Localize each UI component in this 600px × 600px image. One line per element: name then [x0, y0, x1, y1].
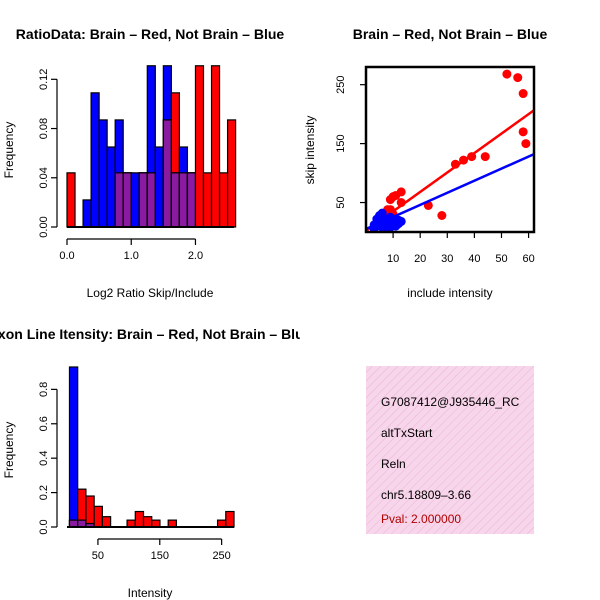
- scatter-point-brain: [513, 73, 523, 83]
- ratio-bar-not-brain: [82, 199, 92, 228]
- scatter-point-brain: [502, 69, 512, 79]
- scatter-y-tick-label: 150: [335, 134, 347, 152]
- intensity-histogram-bars: [68, 366, 235, 528]
- event-type: altTxStart: [381, 426, 433, 440]
- intensity-bar-brain: [134, 510, 145, 528]
- intensity-y-tick-label: 0.6: [38, 416, 50, 431]
- ratio-histogram-panel: RatioData: Brain – Red, Not Brain – Blue…: [2, 26, 284, 300]
- ratio-bar-overlap: [186, 172, 197, 228]
- scatter-x-tick-label: 50: [495, 253, 507, 265]
- intensity-x-tick-label: 50: [92, 550, 104, 562]
- intensity-x-tick-label: 150: [151, 550, 169, 562]
- scatter-point-not-brain: [377, 208, 387, 218]
- intensity-histogram-axes: 0.0 0.2 0.4 0.6 0.8 50 150 250: [38, 382, 234, 562]
- ratio-bar-overlap: [114, 172, 124, 228]
- ratio-x-tick-label: 1.0: [124, 250, 139, 262]
- ratio-bar-overlap: [122, 172, 132, 228]
- gene-name: Reln: [381, 457, 406, 471]
- scatter-point-brain: [518, 89, 528, 99]
- scatter-point-brain: [480, 152, 490, 162]
- ratio-histogram-ylabel: Frequency: [2, 122, 16, 179]
- ratio-bar-brain: [218, 172, 229, 228]
- ratio-bar-overlap: [138, 172, 148, 228]
- scatter-y-tick-label: 50: [335, 196, 347, 208]
- event-id: G7087412@J935446_RC: [381, 395, 520, 409]
- scatter-point-brain: [521, 139, 531, 149]
- intensity-x-tick-label: 250: [212, 550, 230, 562]
- ratio-bar-not-brain: [106, 146, 116, 228]
- ratio-x-tick-label: 2.0: [188, 250, 203, 262]
- intensity-bar-overlap: [68, 519, 79, 528]
- scatter-point-brain: [385, 195, 395, 205]
- intensity-y-tick-label: 0.0: [38, 519, 50, 534]
- ratio-x-tick-label: 0.0: [59, 250, 74, 262]
- genomic-location: chr5.18809–3.66: [381, 488, 471, 502]
- ratio-histogram-bars: [66, 65, 237, 228]
- intensity-histogram-title: Exon Line Itensity: Brain – Red, Not Bra…: [0, 326, 312, 342]
- ratio-y-tick-label: 0.04: [38, 167, 50, 188]
- ratio-y-tick-label: 0.08: [38, 118, 50, 139]
- intensity-bar-brain: [142, 516, 153, 528]
- ratio-y-tick-label: 0.12: [38, 69, 50, 90]
- ratio-histogram-xlabel: Log2 Ratio Skip/Include: [87, 286, 214, 300]
- ratio-bar-not-brain: [98, 119, 108, 228]
- scatter-plot-area: 10 20 30 40 50 60 50 150 250: [335, 65, 536, 265]
- scatter-xlabel: include intensity: [407, 286, 492, 300]
- intensity-scatter-panel: Brain – Red, Not Brain – Blue 10 20 30 40 50…: [303, 26, 547, 300]
- p-value: Pval: 2.000000: [381, 512, 461, 526]
- intensity-bar-overlap: [77, 519, 87, 528]
- ratio-histogram-title: RatioData: Brain – Red, Not Brain – Blue: [16, 26, 285, 42]
- intensity-bar-brain: [167, 519, 178, 528]
- ratio-bar-brain: [210, 65, 221, 228]
- fit-line-brain: [366, 109, 534, 232]
- scatter-marks: [366, 69, 534, 232]
- ratio-bar-brain: [226, 119, 237, 228]
- ratio-bar-overlap: [178, 172, 189, 228]
- intensity-bar-brain: [225, 510, 235, 528]
- intensity-bar-brain: [151, 519, 161, 528]
- intensity-histogram-ylabel: Frequency: [2, 422, 16, 479]
- fit-line-not-brain: [366, 153, 534, 231]
- ratio-bar-brain: [202, 172, 213, 228]
- scatter-x-tick-label: 20: [414, 253, 426, 265]
- scatter-point-not-brain: [383, 225, 393, 232]
- intensity-bar-brain: [216, 519, 227, 528]
- intensity-bar-not-brain: [68, 366, 79, 528]
- ratio-bar-not-brain: [130, 172, 140, 228]
- scatter-title: Brain – Red, Not Brain – Blue: [353, 26, 548, 42]
- intensity-bar-brain: [126, 519, 136, 528]
- scatter-x-tick-label: 40: [468, 253, 480, 265]
- scatter-x-tick-label: 10: [387, 253, 399, 265]
- ratio-bar-overlap: [162, 119, 172, 228]
- ratio-bar-not-brain: [90, 92, 100, 228]
- info-background: [366, 366, 534, 534]
- ratio-bar-overlap: [170, 172, 181, 228]
- scatter-x-tick-label: 60: [522, 253, 534, 265]
- intensity-histogram-xlabel: Intensity: [128, 586, 173, 600]
- ratio-bar-brain: [66, 172, 76, 228]
- ratio-bar-overlap: [146, 172, 156, 228]
- intensity-bar-brain: [93, 505, 103, 528]
- scatter-x-tick-label: 30: [441, 253, 453, 265]
- intensity-y-tick-label: 0.2: [38, 485, 50, 500]
- ratio-histogram-axes: 0.00 0.04 0.08 0.12 0.0 1.0 2.0: [38, 69, 234, 262]
- intensity-histogram-panel: Exon Line Itensity: Brain – Red, Not Bra…: [0, 326, 312, 600]
- scatter-point-brain: [518, 127, 528, 137]
- ratio-y-tick-label: 0.00: [38, 216, 50, 237]
- intensity-y-tick-label: 0.4: [38, 451, 50, 466]
- scatter-point-not-brain: [396, 216, 406, 226]
- ratio-bar-brain: [194, 65, 205, 228]
- ratio-bar-not-brain: [154, 146, 164, 228]
- scatter-point-brain: [437, 211, 447, 220]
- event-info-panel: G7087412@J935446_RC altTxStart Reln chr5…: [366, 366, 534, 534]
- intensity-bar-brain: [85, 495, 95, 528]
- scatter-ylabel: skip intensity: [303, 116, 317, 185]
- intensity-bar-brain: [101, 516, 112, 528]
- scatter-frame: [364, 65, 536, 234]
- intensity-y-tick-label: 0.8: [38, 382, 50, 397]
- scatter-y-tick-label: 250: [335, 75, 347, 93]
